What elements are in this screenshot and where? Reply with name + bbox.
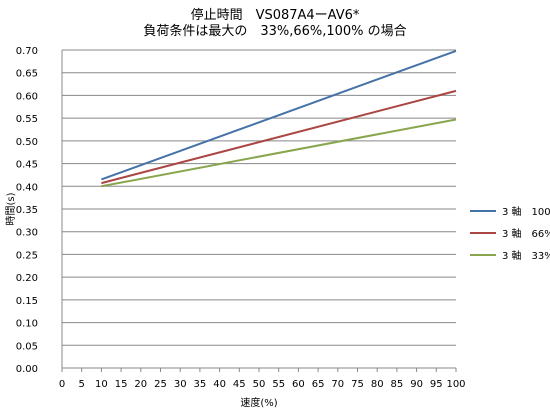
y-axis-title: 時間(s) xyxy=(5,192,17,225)
x-tick-label: 0 xyxy=(59,379,65,390)
y-tick-label: 0.40 xyxy=(16,182,38,193)
x-tick-label: 25 xyxy=(154,379,167,390)
x-tick-label: 15 xyxy=(115,379,128,390)
legend-label-1: 3 軸 100% xyxy=(502,205,550,218)
y-tick-label: 0.20 xyxy=(16,273,38,284)
x-tick-label: 90 xyxy=(410,379,423,390)
series-line-1 xyxy=(101,49,457,181)
y-tick-label: 0.65 xyxy=(16,69,38,80)
x-tick-label: 80 xyxy=(371,379,384,390)
y-tick-label: 0.45 xyxy=(16,160,38,171)
chart-title: 停止時間 VS087A4ーAV6* xyxy=(190,8,360,23)
x-tick-label: 95 xyxy=(430,379,443,390)
x-tick-label: 10 xyxy=(95,379,108,390)
y-tick-label: 0.30 xyxy=(16,228,38,239)
y-tick-label: 0.05 xyxy=(16,341,38,352)
y-tick-label: 0.10 xyxy=(16,319,38,330)
x-tick-label: 35 xyxy=(194,379,207,390)
chart-subtitle: 負荷条件は最大の 33%,66%,100% の場合 xyxy=(143,24,407,39)
x-tick-label: 70 xyxy=(331,379,344,390)
legend-label-3: 3 軸 33% xyxy=(502,249,550,262)
y-tick-label: 0.15 xyxy=(16,296,38,307)
x-tick-label: 85 xyxy=(391,379,404,390)
x-tick-label: 50 xyxy=(253,379,266,390)
y-tick-label: 0.35 xyxy=(16,205,38,216)
x-tick-label: 45 xyxy=(233,379,246,390)
x-tick-label: 65 xyxy=(312,379,325,390)
y-tick-label: 0.25 xyxy=(16,250,38,261)
x-tick-label: 40 xyxy=(213,379,226,390)
x-tick-label: 60 xyxy=(292,379,305,390)
x-tick-label: 55 xyxy=(272,379,285,390)
x-tick-label: 75 xyxy=(351,379,364,390)
y-tick-label: 0.60 xyxy=(16,91,38,102)
y-tick-label: 0.50 xyxy=(16,137,38,148)
x-axis-title: 速度(%) xyxy=(240,396,277,409)
legend-label-2: 3 軸 66% xyxy=(502,227,550,240)
series-line-2 xyxy=(101,89,457,185)
y-tick-label: 0.55 xyxy=(16,114,38,125)
x-tick-label: 20 xyxy=(134,379,147,390)
x-tick-label: 100 xyxy=(446,379,465,390)
y-tick-label: 0.00 xyxy=(16,364,38,375)
y-tick-label: 0.70 xyxy=(16,46,38,57)
series-line-3 xyxy=(101,118,457,188)
x-tick-label: 5 xyxy=(79,379,85,390)
x-tick-label: 30 xyxy=(174,379,187,390)
